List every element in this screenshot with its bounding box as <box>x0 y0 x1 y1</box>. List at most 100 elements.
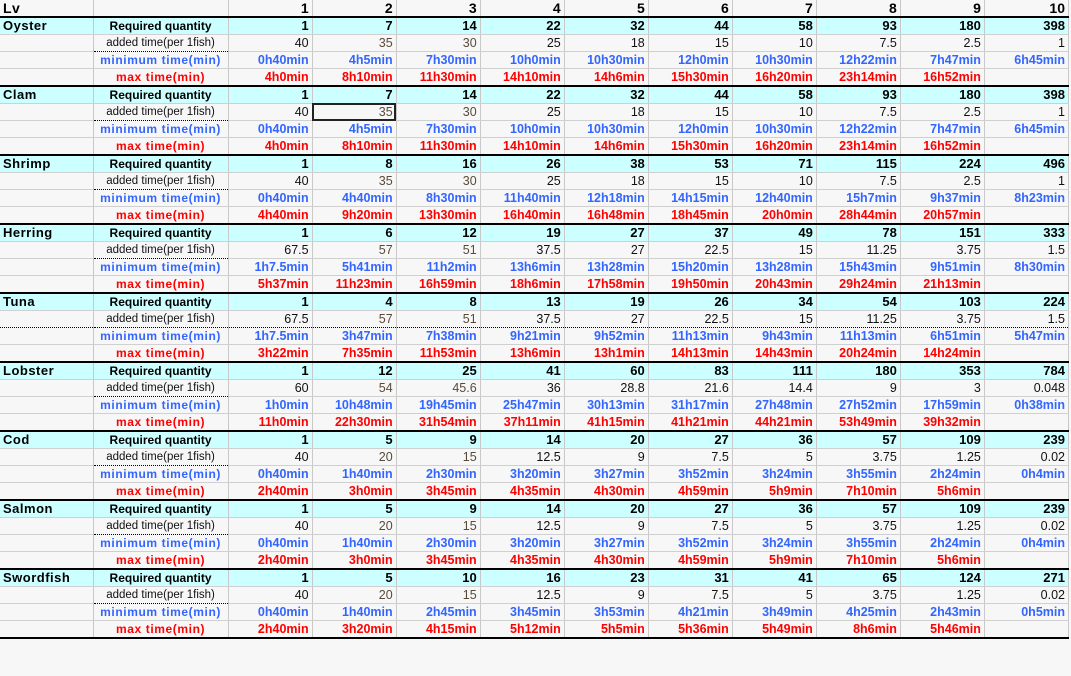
add-cell[interactable]: 5 <box>732 517 817 536</box>
add-cell[interactable]: 7.5 <box>648 517 733 536</box>
max-cell[interactable]: 7h10min <box>816 482 901 502</box>
empty-cell[interactable] <box>0 172 94 191</box>
min-cell[interactable]: 15h7min <box>816 189 901 208</box>
min-cell[interactable]: 5h41min <box>312 258 397 277</box>
max-label[interactable]: max time(min) <box>93 68 229 88</box>
max-cell[interactable]: 4h30min <box>564 482 649 502</box>
max-cell[interactable]: 14h10min <box>480 137 565 157</box>
req-cell[interactable]: 78 <box>816 224 901 242</box>
add-label[interactable]: added time(per 1fish) <box>93 34 229 53</box>
min-cell[interactable]: 10h30min <box>564 120 649 139</box>
req-cell[interactable]: 5 <box>312 431 397 449</box>
add-cell[interactable]: 27 <box>564 310 649 329</box>
min-cell[interactable]: 3h27min <box>564 465 649 484</box>
min-cell[interactable]: 3h52min <box>648 465 733 484</box>
add-cell[interactable]: 7.5 <box>648 448 733 467</box>
min-cell[interactable]: 8h23min <box>984 189 1070 208</box>
min-cell[interactable]: 3h52min <box>648 534 733 553</box>
req-cell[interactable]: 19 <box>480 224 565 242</box>
empty-cell[interactable] <box>0 137 94 157</box>
max-cell[interactable] <box>984 206 1070 226</box>
max-cell[interactable]: 14h13min <box>648 344 733 364</box>
req-cell[interactable]: 13 <box>480 293 565 311</box>
add-cell[interactable]: 57 <box>312 310 397 329</box>
min-cell[interactable]: 31h17min <box>648 396 733 415</box>
fish-name[interactable]: Shrimp <box>0 155 94 173</box>
max-cell[interactable]: 41h15min <box>564 413 649 433</box>
add-cell[interactable]: 35 <box>312 34 397 53</box>
max-cell[interactable]: 5h46min <box>900 620 985 640</box>
req-cell[interactable]: 36 <box>732 431 817 449</box>
min-cell[interactable]: 6h45min <box>984 51 1070 70</box>
fish-name[interactable]: Salmon <box>0 500 94 518</box>
min-cell[interactable]: 10h30min <box>732 120 817 139</box>
selected-cell[interactable]: 35 <box>312 103 397 122</box>
min-cell[interactable]: 0h5min <box>984 603 1070 622</box>
add-cell[interactable]: 7.5 <box>816 34 901 53</box>
req-cell[interactable]: 14 <box>396 17 481 35</box>
add-cell[interactable]: 28.8 <box>564 379 649 398</box>
max-cell[interactable]: 15h30min <box>648 137 733 157</box>
max-cell[interactable]: 20h24min <box>816 344 901 364</box>
min-cell[interactable]: 12h22min <box>816 120 901 139</box>
req-cell[interactable]: 124 <box>900 569 985 587</box>
min-label[interactable]: minimum time(min) <box>93 51 229 70</box>
add-cell[interactable]: 15 <box>648 103 733 122</box>
add-cell[interactable]: 54 <box>312 379 397 398</box>
add-cell[interactable]: 2.5 <box>900 172 985 191</box>
req-cell[interactable]: 180 <box>816 362 901 380</box>
max-cell[interactable]: 2h40min <box>228 551 313 571</box>
req-cell[interactable]: 1 <box>228 86 313 104</box>
req-cell[interactable]: 9 <box>396 431 481 449</box>
max-cell[interactable]: 16h40min <box>480 206 565 226</box>
max-cell[interactable]: 5h36min <box>648 620 733 640</box>
min-cell[interactable]: 0h38min <box>984 396 1070 415</box>
add-cell[interactable]: 1 <box>984 103 1070 122</box>
max-cell[interactable]: 5h9min <box>732 482 817 502</box>
max-cell[interactable]: 5h6min <box>900 551 985 571</box>
add-cell[interactable]: 15 <box>732 241 817 260</box>
min-cell[interactable]: 15h43min <box>816 258 901 277</box>
max-cell[interactable]: 4h0min <box>228 68 313 88</box>
req-cell[interactable]: 398 <box>984 17 1070 35</box>
add-cell[interactable]: 40 <box>228 103 313 122</box>
max-cell[interactable]: 8h6min <box>816 620 901 640</box>
add-cell[interactable]: 0.048 <box>984 379 1070 398</box>
min-cell[interactable]: 1h40min <box>312 465 397 484</box>
add-cell[interactable]: 51 <box>396 310 481 329</box>
fish-name[interactable]: Tuna <box>0 293 94 311</box>
min-cell[interactable]: 9h52min <box>564 327 649 346</box>
empty-cell[interactable] <box>0 344 94 364</box>
empty-cell[interactable] <box>0 620 94 640</box>
fish-name[interactable]: Clam <box>0 86 94 104</box>
req-cell[interactable]: 23 <box>564 569 649 587</box>
max-cell[interactable]: 18h6min <box>480 275 565 295</box>
min-cell[interactable]: 3h47min <box>312 327 397 346</box>
req-cell[interactable]: 31 <box>648 569 733 587</box>
empty-cell[interactable] <box>0 327 94 346</box>
req-cell[interactable]: 496 <box>984 155 1070 173</box>
add-cell[interactable]: 27 <box>564 241 649 260</box>
min-label[interactable]: minimum time(min) <box>93 534 229 553</box>
req-cell[interactable]: 8 <box>396 293 481 311</box>
max-cell[interactable]: 4h59min <box>648 482 733 502</box>
req-cell[interactable]: 5 <box>312 569 397 587</box>
req-cell[interactable]: 353 <box>900 362 985 380</box>
add-cell[interactable]: 9 <box>564 517 649 536</box>
min-label[interactable]: minimum time(min) <box>93 189 229 208</box>
req-cell[interactable]: 16 <box>480 569 565 587</box>
empty-cell[interactable] <box>0 603 94 622</box>
min-cell[interactable]: 9h21min <box>480 327 565 346</box>
add-cell[interactable]: 57 <box>312 241 397 260</box>
add-cell[interactable]: 3 <box>900 379 985 398</box>
min-cell[interactable]: 10h0min <box>480 120 565 139</box>
max-cell[interactable]: 16h20min <box>732 137 817 157</box>
level-header[interactable]: 1 <box>228 0 313 18</box>
add-cell[interactable]: 18 <box>564 172 649 191</box>
req-cell[interactable]: 1 <box>228 569 313 587</box>
req-cell[interactable]: 34 <box>732 293 817 311</box>
req-cell[interactable]: 58 <box>732 17 817 35</box>
req-cell[interactable]: 14 <box>480 500 565 518</box>
add-label[interactable]: added time(per 1fish) <box>93 310 229 329</box>
add-cell[interactable]: 20 <box>312 448 397 467</box>
